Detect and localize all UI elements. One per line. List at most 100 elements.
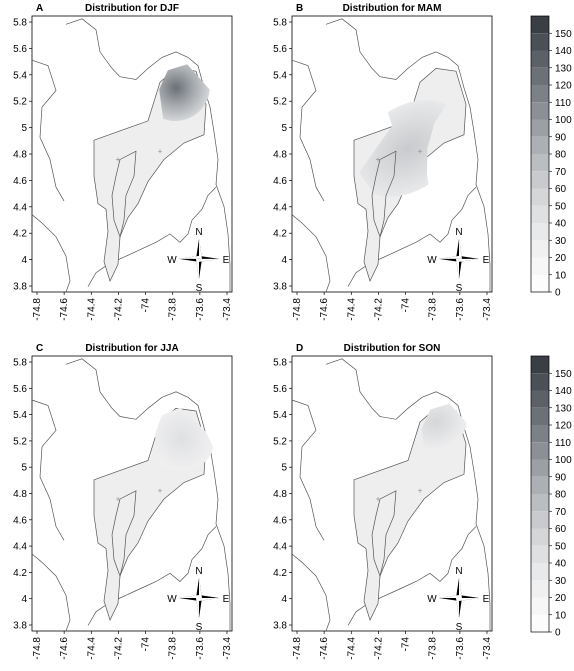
compass-n: N [195,566,202,577]
compass-s: S [196,283,203,294]
x-tick-label: -74.6 [319,298,330,321]
compass-n: N [455,227,462,238]
y-tick-label: 4 [21,594,27,605]
colorbar-swatch [531,425,549,443]
y-tick-label: 4.4 [273,202,287,213]
y-tick-label: 5.4 [273,70,287,81]
panel-title: Distribution for SON [344,343,441,354]
y-tick-label: 4.4 [13,202,27,213]
y-tick-label: 4.6 [273,515,287,526]
x-tick-label: -74.6 [59,298,70,321]
x-tick-label: -74.8 [292,637,303,660]
map-panel-c: C Distribution for JJA 5.8 5.6 5.4 5.2 5 4.8 4.6… [13,343,233,660]
colorbar-label: 90 [555,472,567,483]
x-tick-label: -73.6 [195,298,206,321]
colorbar-label: 30 [555,236,567,247]
colorbar-swatch [531,16,549,34]
colorbar-swatch [531,171,549,189]
y-tick-label: 5.8 [273,18,287,29]
panel-letter: A [36,3,43,14]
y-tick-label: 3.8 [13,282,27,293]
x-tick-label: -74 [141,637,152,652]
colorbar-label: 70 [555,507,567,518]
colorbar-label: 150 [555,29,572,40]
compass-w: W [427,594,437,605]
colorbar-label: 20 [555,253,567,264]
colorbar-swatch [531,580,549,598]
compass-e: E [483,594,490,605]
boundary-line [325,18,491,292]
colorbar-label: 60 [555,524,567,535]
compass-e: E [223,255,230,266]
colorbar-label: 30 [555,576,567,587]
y-tick-label: 5 [21,463,27,474]
station-marker [376,497,380,501]
boundary-line [291,214,331,293]
colorbar-label: 100 [555,115,572,126]
compass-s: S [456,283,463,294]
boundary-line [291,399,325,541]
y-tick-label: 5.6 [273,384,287,395]
colorbar-swatch [531,102,549,120]
compass-s: S [196,622,203,633]
y-tick-label: 3.8 [273,282,287,293]
y-tick-label: 5.4 [13,70,27,81]
boundary-line [31,59,65,202]
x-tick-label: -74 [401,637,412,652]
y-tick-label: 5.2 [13,436,27,447]
north-arrow-icon: N S E W [427,566,489,633]
x-tick-label: -74 [141,298,152,313]
colorbar-swatch [531,494,549,512]
x-tick-label: -74.2 [373,298,384,321]
boundary-line [291,553,331,632]
compass-s: S [456,622,463,633]
colorbar-swatch [531,373,549,391]
compass-n: N [455,566,462,577]
boundary-line [291,59,325,202]
y-tick-label: 5.8 [13,18,27,29]
panel-letter: B [296,3,303,14]
colorbar-label: 100 [555,455,572,466]
colorbar-swatch [531,597,549,615]
colorbar-swatch [531,205,549,223]
colorbar-swatch [531,67,549,85]
y-tick-label: 4 [21,255,27,266]
colorbar-label: 50 [555,541,567,552]
colorbar-swatch [531,407,549,425]
x-tick-label: -74.8 [32,637,43,660]
boundary-line [31,214,71,293]
colorbar-label: 50 [555,201,567,212]
colorbar-label: 20 [555,593,567,604]
colorbar-swatch [531,545,549,563]
x-tick-label: -74 [401,298,412,313]
x-tick-label: -73.6 [455,637,466,660]
station-marker [418,149,422,154]
y-tick-label: 4.4 [13,542,27,553]
y-tick-label: 4.4 [273,542,287,553]
y-tick-label: 4.2 [13,568,27,579]
y-tick-label: 5.6 [13,44,27,55]
station-marker [116,157,120,162]
colorbar-label: 0 [555,628,561,639]
y-tick-label: 5.6 [273,44,287,55]
colorbar-label: 90 [555,132,567,143]
colorbar-swatch [531,528,549,546]
y-tick-label: 5 [281,463,287,474]
colorbar-label: 70 [555,167,567,178]
colorbar-label: 110 [555,438,571,449]
x-tick-label: -73.4 [222,298,233,321]
y-tick-label: 5.4 [13,410,27,421]
y-tick-label: 4.8 [273,489,287,500]
colorbar-swatch [531,476,549,494]
x-tick-label: -74.2 [113,637,124,660]
station-marker [158,488,162,493]
colorbar-swatch [531,240,549,258]
y-tick-label: 5.6 [13,384,27,395]
colorbar-swatch [531,614,549,632]
boundary-line [31,399,65,541]
y-tick-label: 3.8 [273,621,287,632]
map-panel-a: A Distribution for DJF 5.8 5.6 5.4 5.2 5 4.8 4.6… [13,3,233,321]
colorbar-swatch [531,119,549,137]
